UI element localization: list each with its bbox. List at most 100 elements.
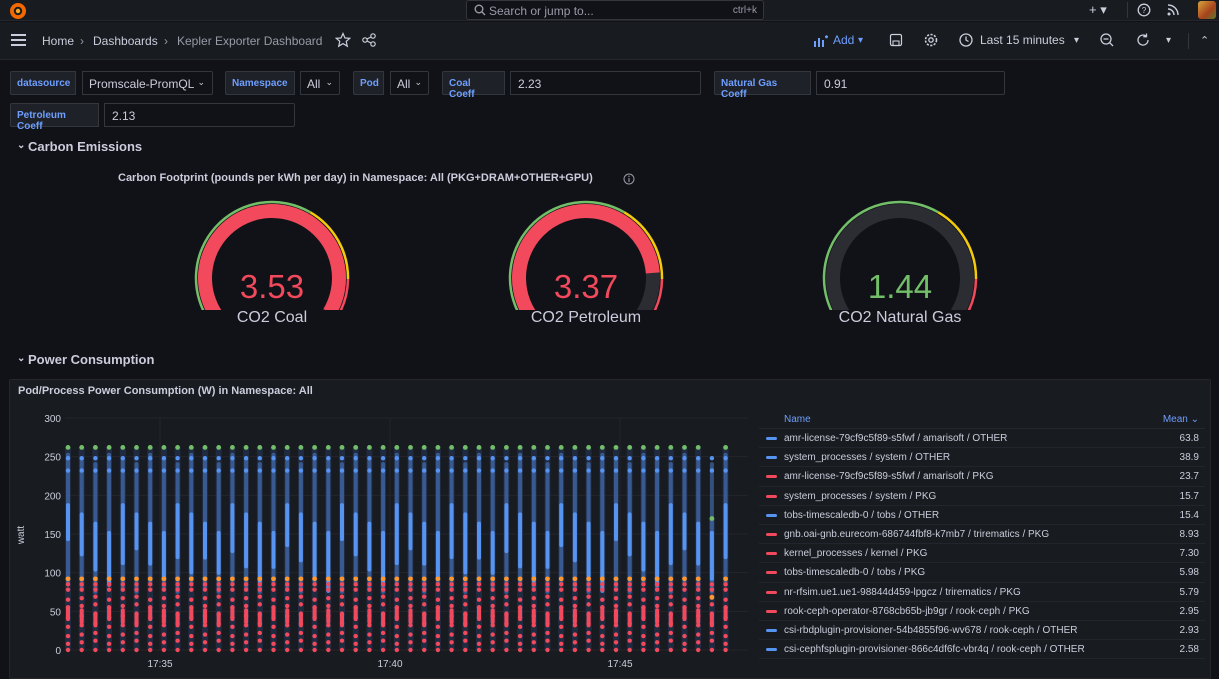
pkg-series-point <box>285 632 290 637</box>
plus-dropdown-icon[interactable]: + ▾ <box>1089 2 1107 17</box>
collapse-chevron-up-icon[interactable]: ⌃ <box>1200 35 1210 47</box>
share-icon[interactable] <box>361 32 377 48</box>
legend-row[interactable]: gnb.oai-gnb.eurecom-686744fbf8-k7mb7 / t… <box>759 525 1205 545</box>
legend-row[interactable]: nr-rfsim.ue1.ue1-98844d459-lpgcz / trire… <box>759 583 1205 602</box>
mid-point <box>271 576 276 582</box>
pkg-series-point <box>285 595 290 601</box>
pkg-series-point <box>271 582 276 587</box>
other-series-point <box>79 468 84 473</box>
legend-row[interactable]: csi-rbdplugin-provisioner-54b4855f96-wv6… <box>759 621 1205 641</box>
pkg-series-point <box>613 640 619 645</box>
grafana-logo-icon[interactable] <box>9 2 27 20</box>
pkg-series-point <box>271 605 276 622</box>
pkg-series-point <box>559 624 564 629</box>
namespace-select[interactable]: All ⌄ <box>300 71 340 95</box>
other-series-point <box>202 468 208 473</box>
other-series-point <box>408 456 413 461</box>
legend-header-mean[interactable]: Mean ⌄ <box>1162 414 1199 425</box>
pkg-series-point <box>243 640 249 645</box>
settings-gear-icon[interactable] <box>923 32 939 48</box>
total-point <box>312 444 317 450</box>
breadcrumb-home[interactable]: Home <box>42 34 75 48</box>
other-series-point <box>408 468 413 473</box>
other-series-point <box>257 456 262 461</box>
pod-select[interactable]: All ⌄ <box>390 71 429 95</box>
data-column <box>407 444 414 653</box>
petroleum-coeff-input[interactable]: 2.13 <box>104 103 295 127</box>
pkg-series-point <box>490 587 495 592</box>
coal-coeff-input[interactable]: 2.23 <box>510 71 701 95</box>
save-icon[interactable] <box>888 32 904 48</box>
legend-row[interactable]: system_processes / system / OTHER 38.9 <box>759 448 1205 468</box>
pkg-series-point <box>230 587 235 592</box>
legend-row[interactable]: amr-license-79cf9c5f89-s5fwf / amarisoft… <box>759 467 1205 487</box>
mid-point <box>230 576 235 582</box>
info-icon[interactable] <box>623 173 635 185</box>
pkg-series-point <box>243 632 249 637</box>
legend-row[interactable]: system_processes / system / PKG 15.7 <box>759 487 1205 506</box>
pkg-series-point <box>271 597 276 602</box>
search-input[interactable]: Search or jump to... ctrl+k <box>466 0 764 20</box>
row-title-power-consumption[interactable]: Power Consumption <box>28 352 155 367</box>
legend-row[interactable]: kernel_processes / kernel / PKG 7.30 <box>759 544 1205 564</box>
other-series-point <box>257 521 262 584</box>
pkg-series-point <box>545 587 550 592</box>
pkg-series-point <box>559 633 564 639</box>
help-icon[interactable]: ? <box>1137 2 1151 18</box>
chevron-down-icon[interactable]: ▾ <box>1074 35 1080 46</box>
natural-gas-coeff-input[interactable]: 0.91 <box>816 71 1005 95</box>
other-series-point <box>449 468 454 473</box>
datasource-select[interactable]: Promscale-PromQL ⌄ <box>82 71 213 95</box>
data-column <box>284 444 291 653</box>
total-point <box>435 444 441 450</box>
other-series-point <box>476 468 482 473</box>
user-avatar[interactable] <box>1198 1 1216 19</box>
pkg-series-point <box>422 582 427 587</box>
add-button[interactable]: Add <box>833 33 855 47</box>
refresh-icon[interactable] <box>1135 32 1151 48</box>
pkg-series-point <box>175 611 180 628</box>
refresh-interval-chevron-icon[interactable]: ▾ <box>1166 35 1172 46</box>
chevron-down-icon[interactable]: ▾ <box>858 35 864 46</box>
row-title-carbon-emissions[interactable]: Carbon Emissions <box>28 139 143 154</box>
mid-point <box>613 576 619 582</box>
pkg-series-point <box>600 582 605 587</box>
pkg-series-point <box>696 632 701 637</box>
pkg-series-point <box>572 595 578 601</box>
news-feed-icon[interactable] <box>1166 2 1180 18</box>
legend-row[interactable]: tobs-timescaledb-0 / tobs / PKG 5.98 <box>759 563 1205 583</box>
row-collapse-chevron-icon[interactable]: ⌄ <box>17 353 26 364</box>
other-series-point <box>367 468 372 473</box>
pkg-series-point <box>202 647 208 653</box>
legend-row[interactable]: tobs-timescaledb-0 / tobs / OTHER 15.4 <box>759 506 1205 525</box>
pkg-series-point <box>148 624 153 629</box>
other-series-point <box>723 468 728 473</box>
pkg-series-point <box>682 582 687 587</box>
pkg-series-point <box>572 632 578 637</box>
legend-row[interactable]: csi-cephfsplugin-provisioner-866c4df6fc-… <box>759 640 1205 660</box>
pkg-series-point <box>175 587 180 592</box>
star-icon[interactable] <box>335 32 351 48</box>
pkg-series-point <box>408 582 413 587</box>
breadcrumb-dashboards[interactable]: Dashboards <box>93 34 158 48</box>
legend-row[interactable]: amr-license-79cf9c5f89-s5fwf / amarisoft… <box>759 429 1205 449</box>
row-collapse-chevron-icon[interactable]: ⌄ <box>17 140 26 151</box>
legend-row[interactable]: rook-ceph-operator-8768cb65b-jb9gr / roo… <box>759 602 1205 621</box>
data-column <box>654 444 661 653</box>
pkg-series-point <box>230 647 235 653</box>
power-consumption-chart[interactable]: 0 50 100 150 200 250 300 watt 17:35 17:40 17:45 <box>12 405 757 669</box>
time-range-picker[interactable]: Last 15 minutes <box>980 33 1065 47</box>
pkg-series-point <box>326 647 331 653</box>
legend-header-name[interactable]: Name <box>784 414 811 425</box>
pkg-series-point <box>709 638 715 643</box>
zoom-out-icon[interactable] <box>1099 32 1115 48</box>
other-series-point <box>66 503 70 542</box>
total-point <box>120 444 126 450</box>
menu-icon[interactable] <box>11 34 26 46</box>
variable-label-pod: Pod <box>353 71 384 95</box>
pkg-series-point <box>559 647 564 653</box>
data-column <box>133 444 140 653</box>
top-bar: Search or jump to... ctrl+k + ▾ ? <box>0 0 1219 21</box>
mid-point <box>394 576 400 582</box>
pkg-series-point <box>586 587 591 592</box>
